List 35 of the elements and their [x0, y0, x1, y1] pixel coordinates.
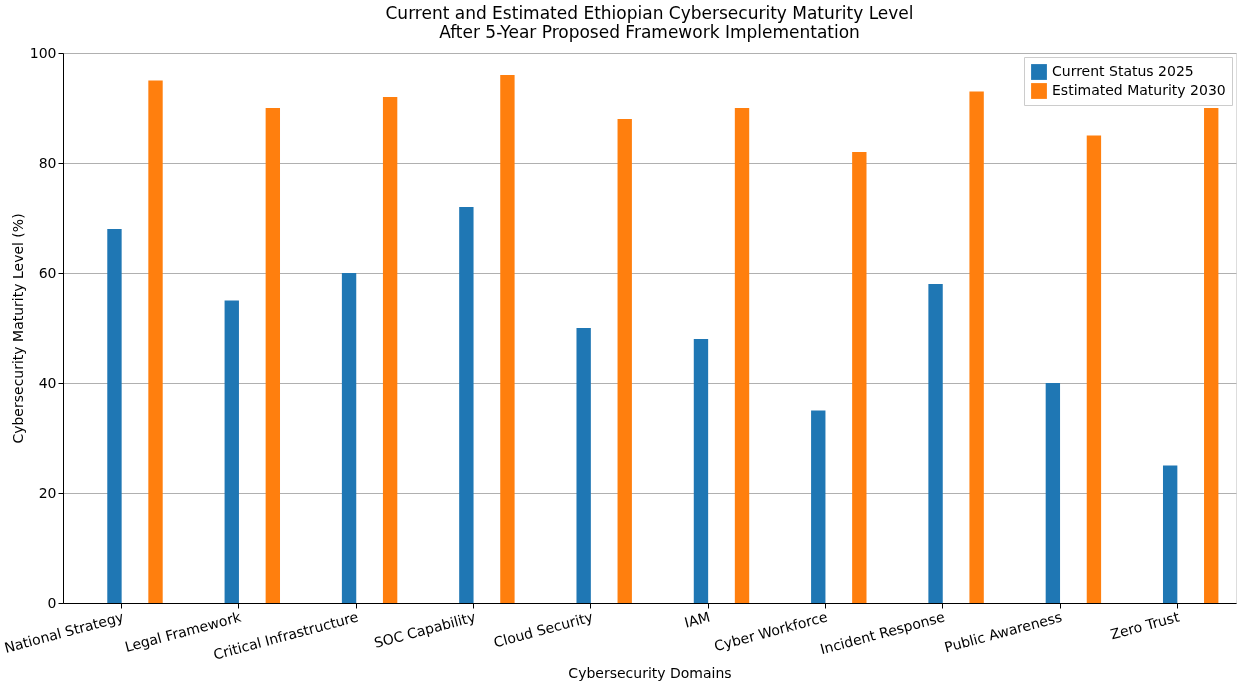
- bar: [811, 410, 826, 603]
- y-tick-label: 60: [38, 264, 57, 281]
- y-tick-label: 20: [38, 484, 57, 501]
- x-tick-label: IAM: [682, 608, 712, 631]
- y-axis-title: Cybersecurity Maturity Level (%): [9, 213, 26, 444]
- x-tick-label: Zero Trust: [1108, 608, 1182, 643]
- bar: [1045, 383, 1061, 603]
- y-tick-label: 40: [38, 374, 57, 391]
- bar: [148, 80, 163, 603]
- text: After 5-Year Proposed Framework Implementation: [439, 22, 860, 42]
- legend-label: Estimated Maturity 2030: [1052, 82, 1226, 98]
- bar: [382, 97, 398, 603]
- x-axis-title: Cybersecurity Domains: [568, 664, 732, 681]
- bar: [1204, 108, 1219, 603]
- bar: [224, 300, 239, 603]
- legend-label: Current Status 2025: [1052, 63, 1194, 79]
- bar: [693, 339, 709, 603]
- text: Current and Estimated Ethiopian Cybersecurity Maturity Level: [385, 3, 914, 23]
- bar: [852, 152, 867, 603]
- bar: [459, 207, 474, 603]
- bar: [617, 119, 632, 603]
- y-tick-label: 0: [47, 594, 57, 611]
- bar: [265, 108, 281, 603]
- bar: [1086, 135, 1102, 603]
- bar: [500, 75, 515, 603]
- bar: [734, 108, 750, 603]
- bar: [107, 229, 122, 603]
- bar: [576, 328, 591, 603]
- bar: [341, 273, 357, 603]
- bar: [969, 91, 984, 603]
- bar: [1162, 465, 1178, 603]
- y-tick-label: 100: [29, 44, 57, 61]
- x-tick-label: Cloud Security: [491, 608, 595, 651]
- bar: [928, 284, 943, 603]
- y-tick-label: 80: [38, 154, 57, 171]
